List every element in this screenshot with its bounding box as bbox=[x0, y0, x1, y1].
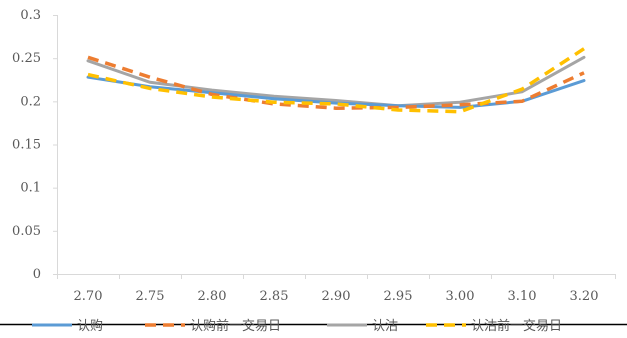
y-tick-label: 0.05 bbox=[12, 224, 41, 239]
x-axis-ticks: 2.70 2.75 2.80 2.85 2.90 2.95 3.00 3.10 3.20 bbox=[57, 274, 616, 304]
x-tick-label: 2.75 bbox=[136, 289, 165, 304]
series-line-4 bbox=[87, 47, 585, 114]
legend-label-4: 认沽前一交易日 bbox=[471, 318, 562, 334]
y-tick-label: 0.2 bbox=[20, 94, 41, 109]
y-tick-label: 0.15 bbox=[12, 138, 41, 153]
x-tick-label: 3.00 bbox=[446, 289, 475, 304]
x-tick-label: 3.10 bbox=[508, 289, 537, 304]
y-tick-label: 0.1 bbox=[20, 181, 41, 196]
y-tick-label: 0.3 bbox=[20, 8, 41, 23]
series-lines bbox=[86, 47, 586, 114]
series-line-2 bbox=[87, 55, 585, 110]
x-tick-label: 2.90 bbox=[322, 289, 351, 304]
x-tick-label: 2.85 bbox=[260, 289, 289, 304]
x-tick-label: 2.80 bbox=[198, 289, 227, 304]
y-tick-label: 0.25 bbox=[12, 51, 41, 66]
legend-label-1: 认购 bbox=[77, 318, 103, 334]
x-tick-label: 2.70 bbox=[74, 289, 103, 304]
legend-label-2: 认购前一交易日 bbox=[190, 318, 281, 334]
x-tick-label: 3.20 bbox=[570, 289, 599, 304]
x-tick-label: 2.95 bbox=[384, 289, 413, 304]
legend-label-3: 认沽 bbox=[372, 319, 398, 334]
y-axis-ticks: 0 0.05 0.1 0.15 0.2 0.25 0.3 bbox=[12, 8, 57, 282]
legend: 认购 认购前一交易日 认沽 认沽前一交易日 bbox=[32, 318, 562, 334]
y-tick-label: 0 bbox=[33, 267, 41, 282]
